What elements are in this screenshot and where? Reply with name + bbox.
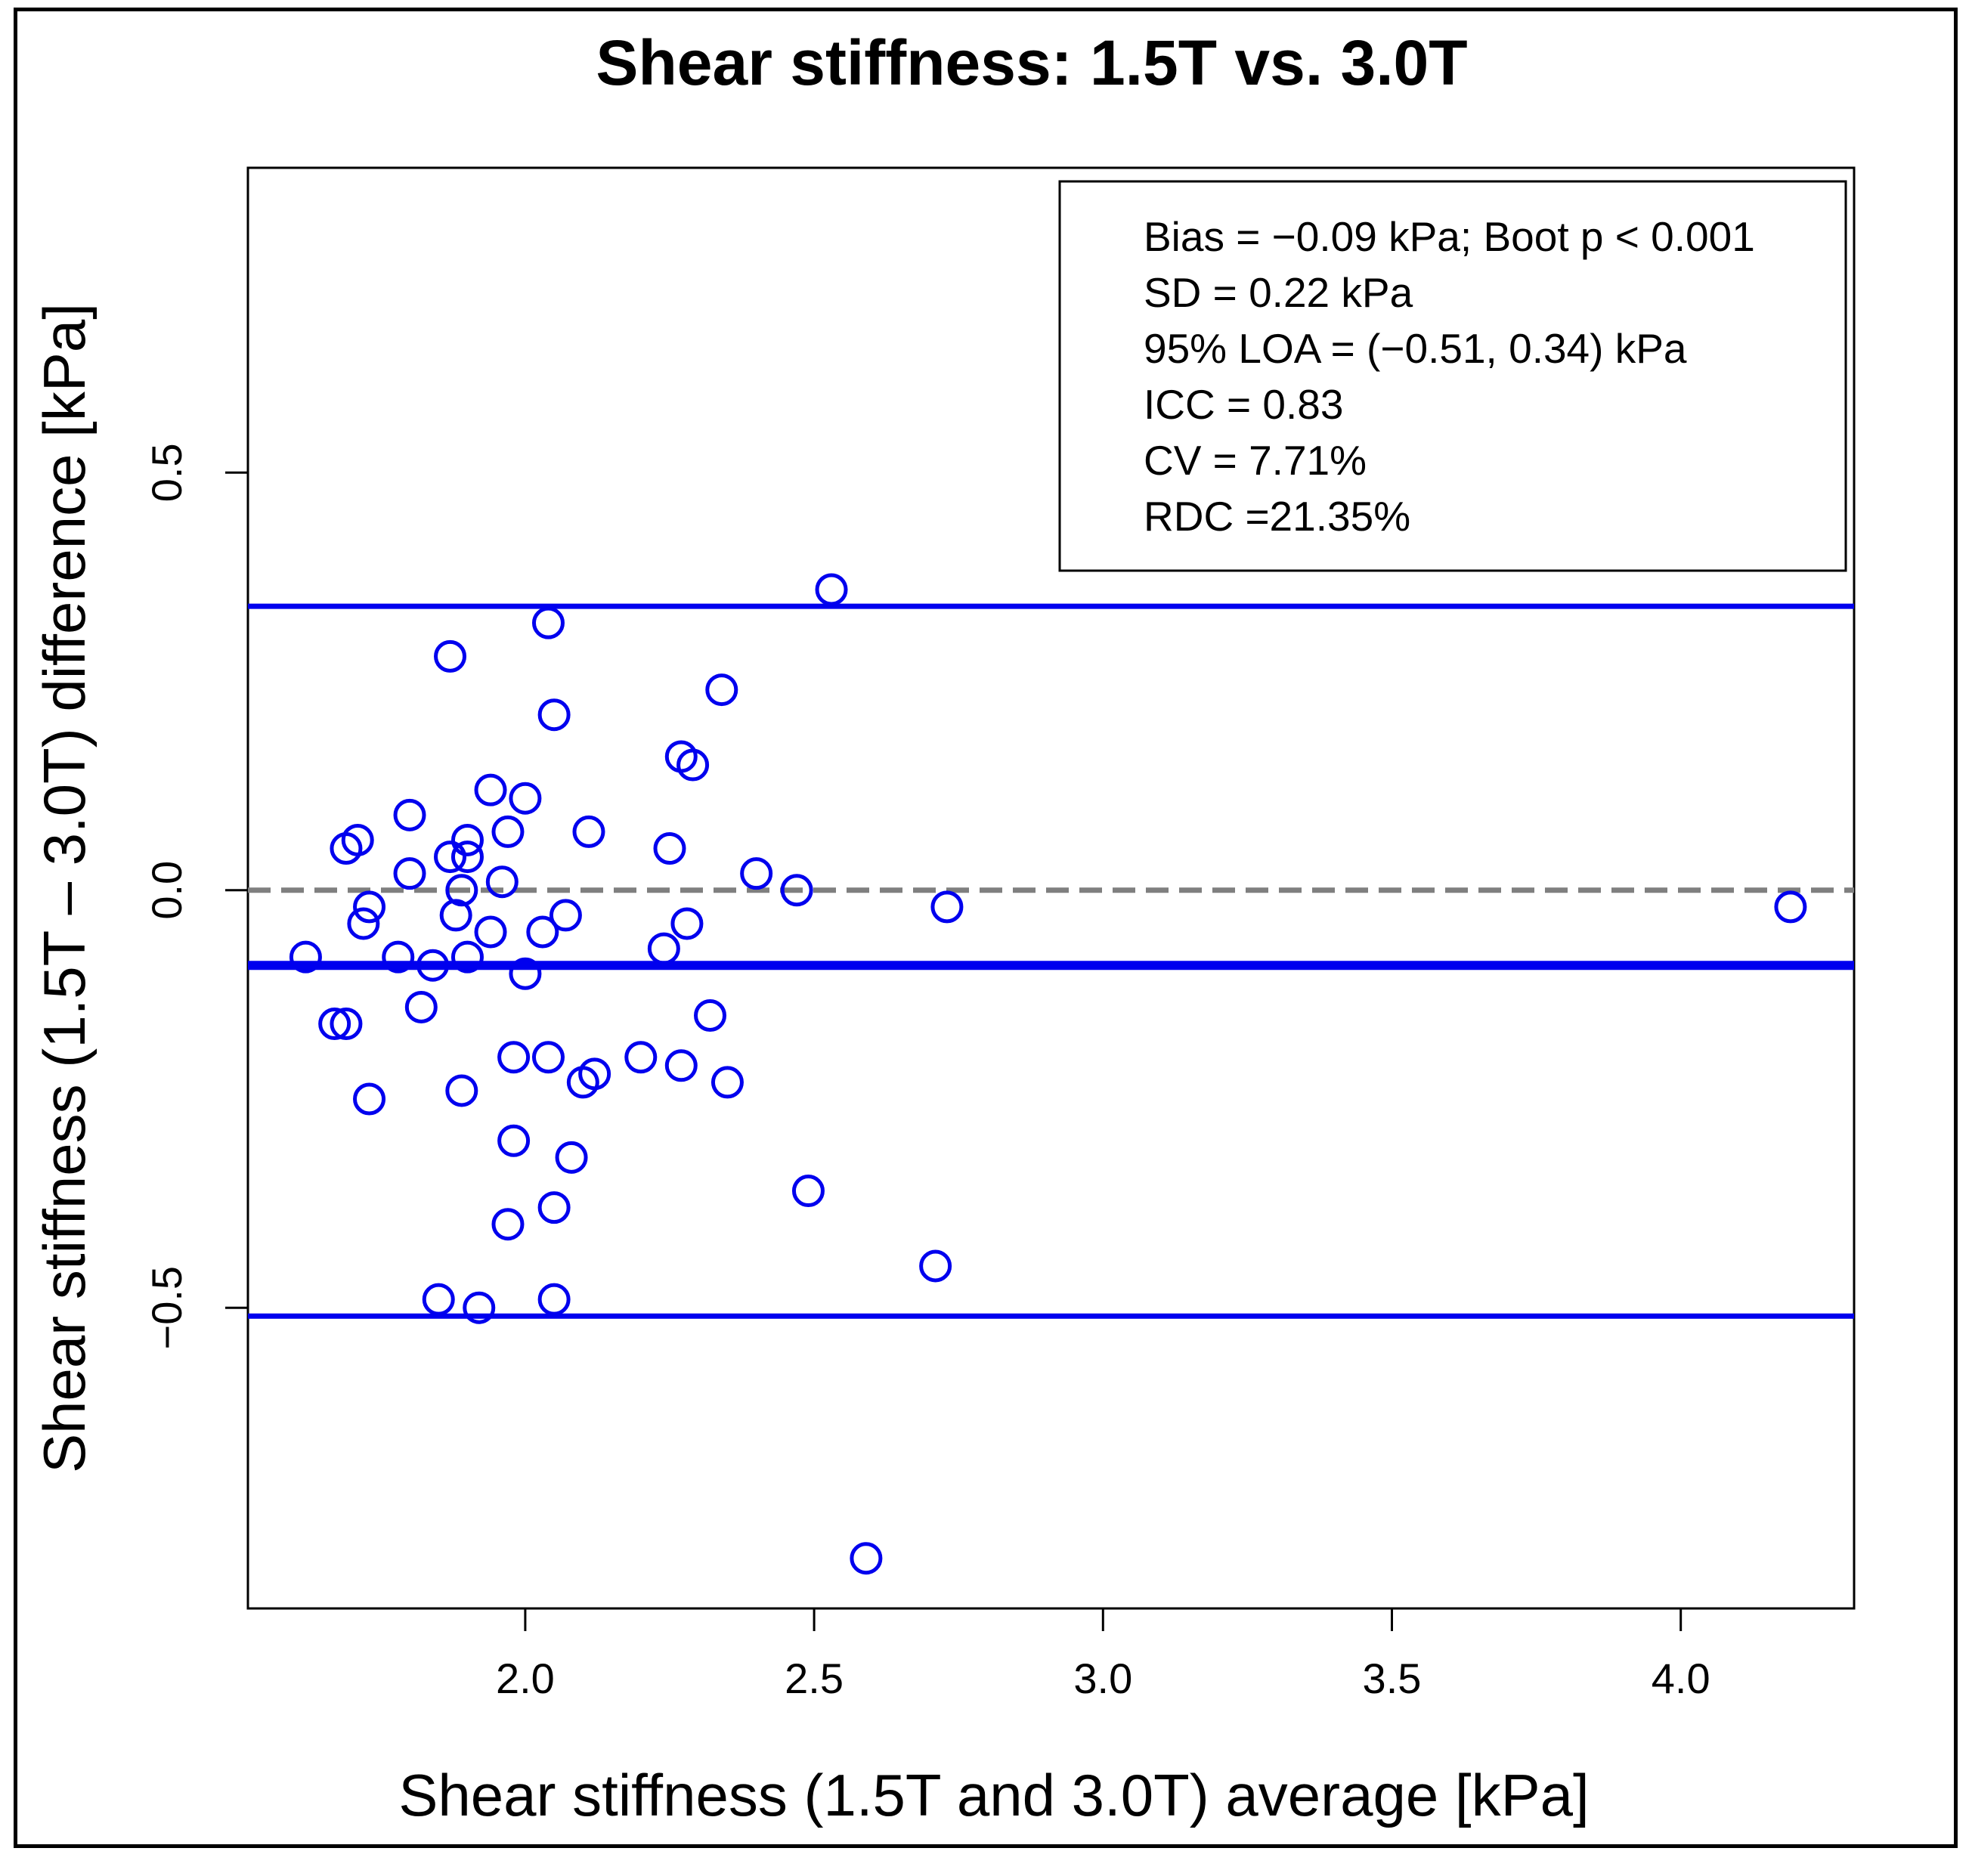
data-point <box>815 573 848 606</box>
data-point <box>474 773 507 806</box>
data-point <box>566 1066 599 1099</box>
legend-box: Bias = −0.09 kPa; Boot p < 0.001 SD = 0.… <box>1058 180 1847 572</box>
legend-rdc: RDC =21.35% <box>1144 493 1410 540</box>
data-point <box>353 1082 386 1116</box>
data-point <box>382 940 415 974</box>
data-point <box>422 1283 455 1316</box>
data-point <box>670 907 704 940</box>
data-point <box>919 1249 952 1283</box>
data-point <box>353 890 386 924</box>
data-point <box>491 1208 525 1241</box>
legend-border <box>1058 180 1847 572</box>
data-point <box>318 1008 351 1041</box>
x-axis: 2.0 2.5 3.0 3.5 4.0 <box>496 1608 1710 1702</box>
legend-loa: 95% LOA = (−0.51, 0.34) kPa <box>1144 325 1687 372</box>
data-point <box>537 1283 571 1316</box>
x-tick-label: 2.5 <box>785 1655 844 1702</box>
x-tick-label: 3.5 <box>1363 1655 1422 1702</box>
data-points <box>289 573 1807 1575</box>
data-point <box>485 865 519 899</box>
data-point <box>710 1066 744 1099</box>
data-point <box>791 1175 825 1208</box>
reference-lines <box>248 603 1854 1319</box>
data-point <box>509 782 542 815</box>
data-point <box>850 1542 883 1575</box>
data-point <box>445 874 478 907</box>
data-point <box>404 990 438 1023</box>
data-point <box>450 940 484 974</box>
data-point <box>537 1191 571 1224</box>
data-point <box>1774 890 1807 924</box>
x-axis-label: Shear stiffness (1.5T and 3.0T) average … <box>398 1762 1589 1828</box>
data-point <box>445 1074 478 1107</box>
data-point <box>740 857 773 890</box>
data-point <box>434 840 467 874</box>
data-point <box>676 748 710 782</box>
data-point <box>555 1141 588 1174</box>
data-point <box>549 899 582 932</box>
y-tick-label: 0.0 <box>143 861 190 920</box>
data-point <box>572 815 605 848</box>
legend-cv: CV = 7.71% <box>1144 437 1367 484</box>
data-point <box>393 857 426 890</box>
x-tick-label: 4.0 <box>1652 1655 1710 1702</box>
y-tick-label: 0.5 <box>143 443 190 502</box>
data-point <box>509 957 542 990</box>
data-point <box>537 698 571 732</box>
data-point <box>330 832 363 865</box>
data-point <box>330 1008 363 1041</box>
data-point <box>705 673 738 707</box>
y-tick-label: −0.5 <box>143 1266 190 1350</box>
data-point <box>463 1291 496 1324</box>
data-point <box>497 1124 531 1157</box>
data-point <box>497 1041 531 1074</box>
data-point <box>289 940 322 974</box>
data-point <box>450 823 484 856</box>
legend-bias: Bias = −0.09 kPa; Boot p < 0.001 <box>1144 213 1755 260</box>
data-point <box>531 1041 565 1074</box>
data-point <box>624 1041 658 1074</box>
data-point <box>647 932 680 965</box>
legend-sd: SD = 0.22 kPa <box>1144 269 1413 316</box>
data-point <box>664 1049 698 1082</box>
y-axis-label: Shear stiffness (1.5T – 3.0T) difference… <box>31 303 98 1473</box>
data-point <box>491 815 525 848</box>
data-point <box>531 606 565 639</box>
data-point <box>434 639 467 673</box>
data-point <box>416 949 450 982</box>
legend-icc: ICC = 0.83 <box>1144 381 1343 428</box>
x-tick-label: 2.0 <box>496 1655 555 1702</box>
data-point <box>347 907 380 940</box>
data-point <box>474 915 507 949</box>
data-point <box>393 798 426 831</box>
data-point <box>653 832 686 865</box>
x-tick-label: 3.0 <box>1073 1655 1132 1702</box>
y-axis: −0.5 0.0 0.5 <box>143 443 248 1350</box>
data-point <box>526 915 559 949</box>
data-point <box>450 840 484 874</box>
data-point <box>439 899 472 932</box>
data-point <box>694 999 727 1032</box>
chart-title: Shear stiffness: 1.5T vs. 3.0T <box>596 27 1467 98</box>
data-point <box>930 890 964 924</box>
data-point <box>780 874 813 907</box>
